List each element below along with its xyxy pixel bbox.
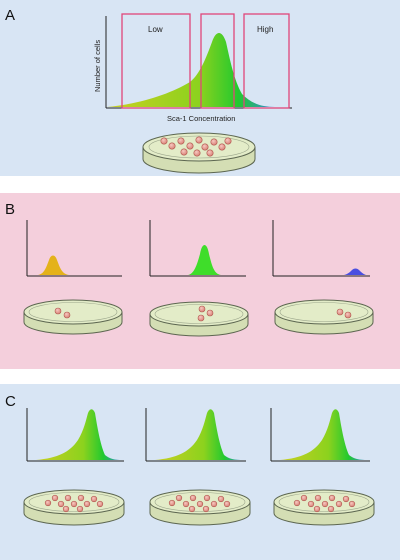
panel-c-histogram-3 bbox=[270, 408, 370, 462]
panel-b-petri-dish-mid bbox=[149, 301, 249, 337]
panel-b-histogram-mid bbox=[149, 220, 246, 277]
panel-c-petri-dish-2 bbox=[149, 489, 251, 526]
panel-a-cells bbox=[160, 136, 232, 157]
panel-b-histogram-low bbox=[26, 220, 122, 277]
panel-b-petri-dish-high bbox=[274, 299, 374, 335]
panel-a-gate-high-label: High bbox=[257, 25, 273, 34]
panel-a-gate-mid bbox=[200, 13, 235, 109]
panel-c-histogram-1 bbox=[26, 408, 124, 462]
panel-a-x-axis-label: Sca-1 Concentration bbox=[167, 114, 235, 123]
panel-c-petri-dish-1 bbox=[23, 489, 125, 526]
panel-c-background bbox=[0, 384, 400, 560]
panel-b-letter: B bbox=[5, 201, 15, 218]
panel-b-histogram-high bbox=[272, 220, 370, 277]
panel-a-gate-low-label: Low bbox=[148, 25, 163, 34]
panel-b-background bbox=[0, 193, 400, 369]
panel-b-peak-green bbox=[188, 245, 221, 275]
panel-a-gate-high bbox=[243, 13, 290, 109]
panel-a-gate-low bbox=[121, 13, 191, 109]
panel-b-peak-yellow bbox=[38, 255, 69, 275]
panel-b-peak-blue bbox=[344, 268, 366, 275]
panel-a-petri-dish bbox=[142, 132, 256, 174]
panel-c-histogram-2 bbox=[145, 408, 246, 462]
panel-a-y-axis-label: Number of cells bbox=[93, 40, 102, 92]
panel-a-letter: A bbox=[5, 7, 15, 24]
panel-b-petri-dish-low bbox=[23, 299, 123, 335]
panel-a-histogram: Low High Number of cells Sca-1 Concentra… bbox=[93, 13, 292, 123]
panel-c-petri-dish-3 bbox=[273, 489, 375, 526]
panel-c-letter: C bbox=[5, 393, 16, 410]
panel-a-distribution-curve bbox=[107, 33, 275, 107]
